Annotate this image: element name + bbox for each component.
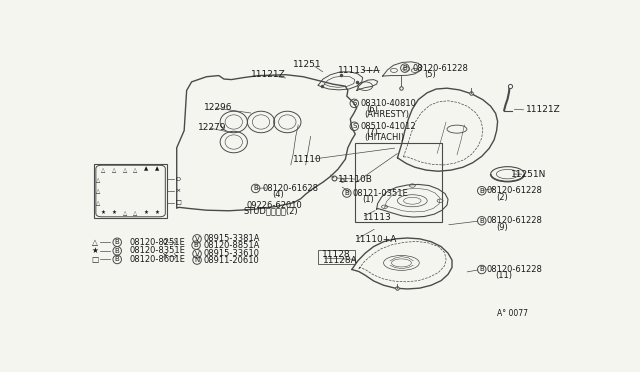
Text: 08120-61628: 08120-61628 [262, 184, 319, 193]
Text: O: O [175, 177, 180, 182]
Text: o: o [163, 237, 168, 247]
Text: B: B [115, 256, 120, 263]
Text: ★: ★ [144, 210, 149, 215]
Text: (2): (2) [497, 193, 508, 202]
Text: 11113: 11113 [363, 212, 392, 222]
Text: ×: × [162, 251, 168, 260]
Text: B: B [403, 65, 407, 71]
Text: STUDスタッド(2): STUDスタッド(2) [244, 207, 298, 216]
Text: 11121Z: 11121Z [527, 105, 561, 115]
Text: 08310-40810: 08310-40810 [360, 99, 416, 108]
Text: 08915-3381A: 08915-3381A [204, 234, 260, 243]
Text: 08915-33610: 08915-33610 [204, 249, 260, 258]
Text: 11128: 11128 [322, 250, 351, 259]
Text: △: △ [96, 189, 100, 193]
Text: 09226-62010: 09226-62010 [246, 201, 302, 209]
Text: 08120-61228: 08120-61228 [486, 216, 543, 225]
Text: 08120-8251E: 08120-8251E [129, 238, 186, 247]
Text: 11110: 11110 [293, 155, 322, 164]
Text: ×: × [175, 189, 180, 193]
Text: N: N [195, 257, 200, 263]
Text: (11): (11) [495, 271, 512, 280]
Text: (6): (6) [367, 105, 379, 113]
Text: □: □ [175, 201, 181, 205]
Text: △: △ [92, 238, 98, 247]
Text: (AHRESTY): (AHRESTY) [365, 110, 410, 119]
Text: A° 0077: A° 0077 [497, 309, 527, 318]
Text: B: B [115, 239, 120, 245]
Text: △: △ [133, 210, 138, 215]
Text: 08120-8351E: 08120-8351E [129, 246, 186, 255]
Text: B: B [194, 242, 198, 248]
Text: 11110B: 11110B [338, 175, 372, 184]
Text: △: △ [122, 210, 127, 215]
Bar [355, 144, 442, 222]
Text: (HITACHI): (HITACHI) [365, 133, 405, 142]
Text: 08121-0351E: 08121-0351E [353, 189, 408, 198]
Text: B: B [344, 190, 349, 196]
Text: ★: ★ [155, 210, 160, 215]
Text: 08911-20610: 08911-20610 [204, 256, 260, 264]
Text: (7): (7) [367, 128, 379, 137]
Text: (4): (4) [273, 190, 284, 199]
Text: B: B [479, 266, 484, 273]
Text: 08120-8851A: 08120-8851A [204, 241, 260, 250]
Text: 11251: 11251 [293, 60, 322, 69]
Text: 08120-61228: 08120-61228 [486, 265, 543, 274]
Text: (5): (5) [425, 70, 436, 79]
Text: 08120-61228: 08120-61228 [412, 64, 468, 73]
Text: ▲: ▲ [156, 167, 159, 172]
Text: B: B [479, 218, 484, 224]
Text: 08120-8601E: 08120-8601E [129, 255, 186, 264]
Text: 12296: 12296 [204, 103, 232, 112]
Text: B: B [253, 185, 258, 192]
Text: 11121Z: 11121Z [251, 70, 286, 79]
Text: ▲: ▲ [145, 167, 148, 172]
Text: 11113+A: 11113+A [338, 66, 380, 75]
Text: 12279: 12279 [198, 123, 227, 132]
Text: V: V [195, 251, 200, 257]
Text: 08120-61228: 08120-61228 [486, 186, 543, 195]
Text: △: △ [133, 167, 138, 172]
Text: S: S [352, 123, 356, 129]
Text: △: △ [96, 201, 100, 205]
Text: S: S [352, 100, 356, 106]
Text: ★: ★ [92, 246, 99, 255]
Text: △: △ [122, 167, 127, 172]
Bar [94, 164, 167, 218]
Text: △: △ [96, 177, 100, 182]
Text: 11110+A: 11110+A [355, 235, 397, 244]
Ellipse shape [447, 125, 467, 133]
Text: B: B [115, 248, 120, 254]
Text: V: V [195, 236, 200, 242]
Text: 11251N: 11251N [511, 170, 546, 179]
Text: 08510-41012: 08510-41012 [360, 122, 416, 131]
Text: ★: ★ [100, 210, 105, 215]
Bar [318, 250, 355, 264]
Text: △: △ [111, 167, 116, 172]
Text: △: △ [100, 167, 105, 172]
Text: □: □ [92, 255, 99, 264]
Text: B: B [479, 188, 484, 194]
Text: (9): (9) [497, 222, 508, 232]
Text: 11128A: 11128A [323, 256, 358, 265]
Text: ★: ★ [111, 210, 116, 215]
Text: (1): (1) [363, 195, 374, 204]
